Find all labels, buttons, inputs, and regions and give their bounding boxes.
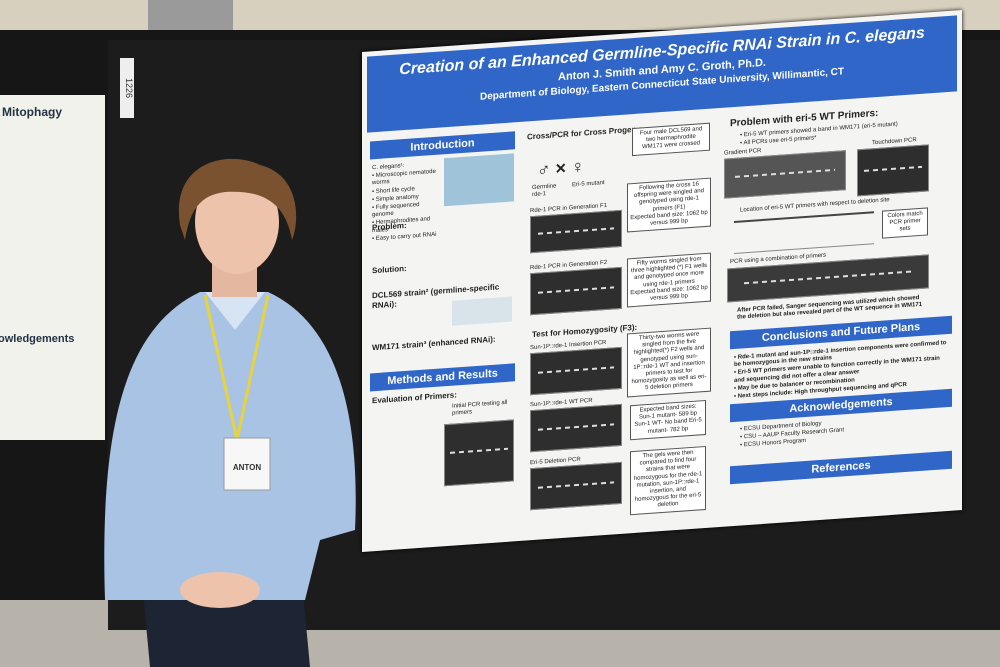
name-badge	[223, 437, 271, 491]
badge-name: ANTON	[233, 463, 262, 472]
poster-title: Mitophagy	[2, 105, 62, 119]
hands	[180, 572, 260, 608]
collar	[205, 292, 265, 330]
section-heading: owledgements	[0, 333, 75, 345]
board-number: 1226	[120, 58, 134, 118]
face	[195, 170, 279, 274]
neighbor-poster: Mitophagy owledgements	[0, 95, 105, 440]
hair	[178, 158, 297, 240]
